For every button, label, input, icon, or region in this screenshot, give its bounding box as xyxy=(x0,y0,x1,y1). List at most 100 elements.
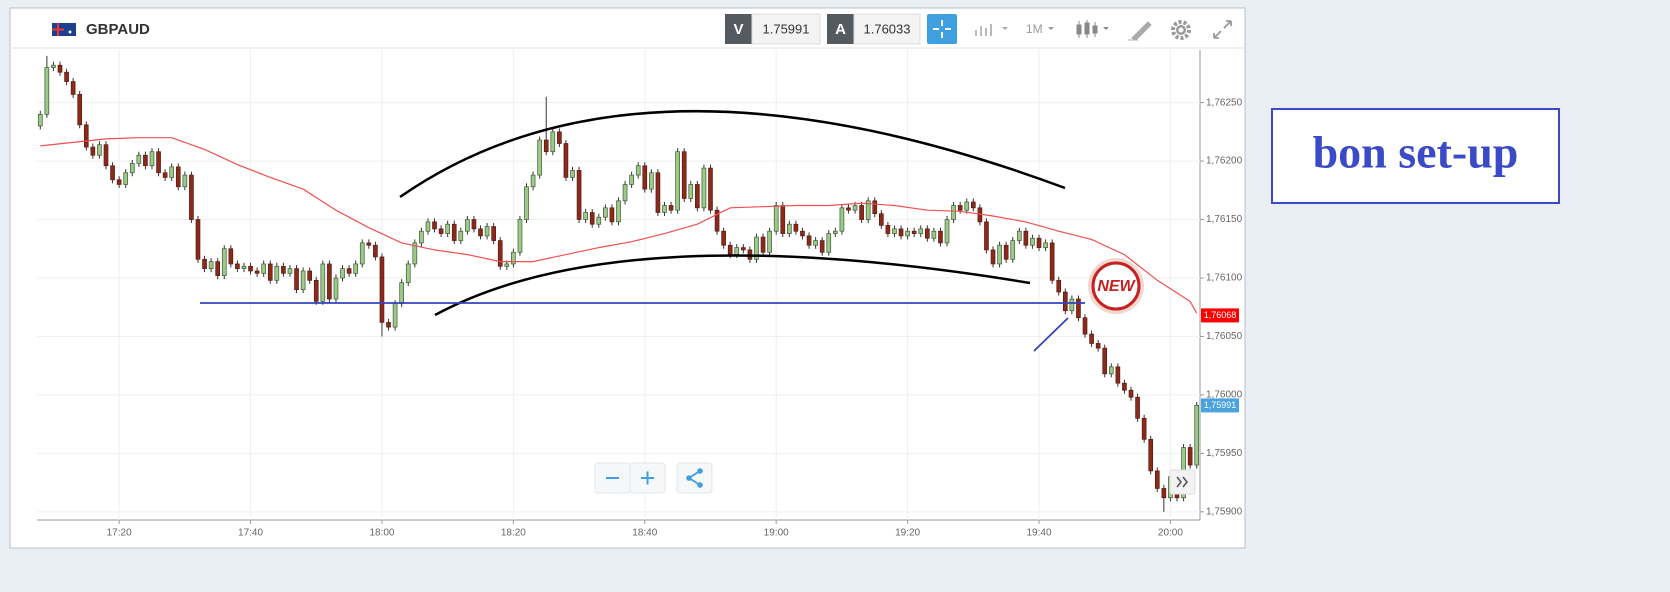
candle-body xyxy=(419,230,424,244)
zoom-out-button[interactable] xyxy=(594,462,631,494)
buy-price[interactable]: 1.76033 xyxy=(864,21,911,36)
candle-body xyxy=(813,240,818,246)
candle-body xyxy=(274,265,280,281)
candle-body xyxy=(1076,298,1081,319)
candle-body xyxy=(465,219,470,232)
candle-body xyxy=(530,174,536,188)
candle-body xyxy=(1141,417,1147,440)
candle-body xyxy=(675,151,680,211)
candle-body xyxy=(924,228,930,239)
candle-body xyxy=(931,230,937,239)
scroll-right-button[interactable] xyxy=(1169,469,1196,495)
zoom-in-button[interactable] xyxy=(629,462,666,494)
candle-body xyxy=(386,322,391,328)
candle-body xyxy=(1049,242,1055,281)
candle-body xyxy=(688,184,694,199)
candle-body xyxy=(195,219,201,260)
y-tick-label: 1,75950 xyxy=(1206,448,1243,459)
candle-body xyxy=(189,174,194,220)
candle-body xyxy=(964,201,970,211)
sell-price[interactable]: 1.75991 xyxy=(763,21,810,36)
candle-body xyxy=(70,81,76,95)
candle-body xyxy=(852,205,858,211)
candle-body xyxy=(879,213,884,226)
candle-body xyxy=(997,244,1002,265)
buy-label[interactable]: A xyxy=(835,21,846,38)
candle-body xyxy=(248,265,253,272)
x-tick-label: 18:00 xyxy=(369,528,394,539)
candle-body xyxy=(1148,438,1154,472)
candle-body xyxy=(957,205,963,211)
candle-style-button[interactable] xyxy=(1076,20,1109,38)
candle-body xyxy=(373,244,378,258)
candle-body xyxy=(294,268,299,291)
candle-body xyxy=(51,64,56,68)
candle-body xyxy=(478,228,483,237)
share-button[interactable] xyxy=(676,462,713,494)
candle-body xyxy=(1003,244,1009,260)
crosshair-button[interactable] xyxy=(927,14,957,44)
candle-body xyxy=(741,247,746,251)
candle-body xyxy=(327,263,332,300)
settings-button[interactable] xyxy=(1171,20,1191,40)
candle-body xyxy=(103,144,109,167)
candle-body xyxy=(596,216,602,225)
chart-type-button[interactable] xyxy=(975,24,1008,36)
candle-body xyxy=(635,165,641,176)
candle-body xyxy=(471,219,477,230)
y-tick-label: 1,76150 xyxy=(1206,214,1243,225)
buy-button[interactable] xyxy=(827,14,854,44)
moving-average-line xyxy=(40,137,1198,314)
timeframe[interactable]: 1M xyxy=(1026,22,1043,36)
draw-tool-button[interactable] xyxy=(1128,21,1152,41)
sell-button[interactable] xyxy=(725,14,752,44)
candle-body xyxy=(1036,237,1042,248)
candle-body xyxy=(44,67,50,115)
candle-body xyxy=(1135,396,1140,419)
candle-body xyxy=(616,200,621,223)
candle-body xyxy=(1128,389,1134,398)
candle-body xyxy=(451,223,457,241)
candle-body xyxy=(793,223,799,232)
candle-body xyxy=(432,221,437,230)
buy-price-box[interactable] xyxy=(853,13,921,45)
badge-text: NEW xyxy=(1097,278,1136,295)
y-tick-label: 1,75900 xyxy=(1206,506,1243,517)
candle-body xyxy=(1102,347,1108,375)
price-tag xyxy=(1201,308,1239,323)
candle-body xyxy=(1069,298,1075,312)
flag-icon xyxy=(52,23,76,36)
candle-body xyxy=(37,113,43,127)
candle-body xyxy=(984,221,989,251)
timeframe-caret[interactable] xyxy=(1048,27,1054,30)
candle-body xyxy=(392,303,398,328)
x-tick-label: 17:40 xyxy=(238,528,263,539)
candle-body xyxy=(951,205,956,220)
candle-body xyxy=(859,205,864,220)
candle-body xyxy=(175,166,181,188)
candle-body xyxy=(143,154,148,167)
expand-button[interactable] xyxy=(1213,20,1232,39)
candle-body xyxy=(320,263,326,302)
candle-body xyxy=(333,277,339,300)
candle-body xyxy=(458,230,464,241)
sell-label[interactable]: V xyxy=(733,21,743,38)
candle-body xyxy=(1187,447,1193,466)
candle-body xyxy=(97,144,102,156)
candle-body xyxy=(839,207,845,232)
sell-price-box[interactable] xyxy=(751,13,821,45)
candle-body xyxy=(235,263,240,269)
candle-body xyxy=(570,170,575,178)
candle-body xyxy=(359,242,365,265)
candle-body xyxy=(379,256,385,323)
candle-body xyxy=(241,265,247,269)
x-tick-label: 17:20 xyxy=(107,528,132,539)
candle-body xyxy=(202,258,207,269)
candle-body xyxy=(990,249,996,265)
candle-body xyxy=(1115,366,1121,384)
candle-body xyxy=(1154,470,1160,489)
candle-body xyxy=(806,235,812,246)
candle-body xyxy=(714,209,720,232)
lower-curve xyxy=(434,254,1031,317)
x-tick-label: 20:00 xyxy=(1158,528,1183,539)
